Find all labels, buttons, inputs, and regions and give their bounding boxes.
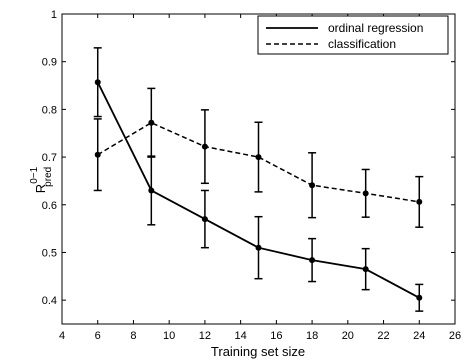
x-tick-label: 10: [163, 330, 175, 342]
x-tick-label: 6: [95, 330, 101, 342]
data-point-ordinal-regression: [94, 79, 101, 86]
data-point-ordinal-regression: [309, 257, 316, 264]
y-axis-label-base: R: [33, 184, 48, 193]
y-axis-label-sup: 0−1: [29, 166, 40, 183]
x-tick-label: 22: [377, 330, 389, 342]
data-point-ordinal-regression: [362, 266, 369, 273]
y-tick-label: 0.7: [42, 152, 57, 164]
ticks-layer: 4 6 8 10 12 14 16 18 20 22 24 26 0.4 0.5 0.6 0.7 0.8 0.9 1: [42, 9, 461, 342]
plot-area-frame: [61, 13, 456, 325]
data-point-ordinal-regression: [148, 187, 155, 194]
points-layer: [94, 79, 423, 301]
x-tick-label: 20: [342, 330, 354, 342]
legend-box: [257, 15, 449, 55]
y-tick-label: 0.5: [42, 247, 57, 259]
y-tick-label: 0.9: [42, 57, 57, 69]
data-point-classification: [362, 190, 369, 197]
errorbars-layer: [93, 47, 424, 312]
data-point-ordinal-regression: [416, 294, 423, 301]
data-point-classification: [148, 119, 155, 126]
x-tick-label: 14: [235, 330, 247, 342]
data-point-ordinal-regression: [255, 244, 262, 251]
y-tick-label: 0.8: [42, 104, 57, 116]
x-tick-label: 26: [449, 330, 461, 342]
x-tick-label: 4: [59, 330, 65, 342]
y-tick-label: 0.4: [42, 295, 57, 307]
legend-label-ordinal-regression: ordinal regression: [328, 21, 423, 35]
x-tick-label: 24: [413, 330, 425, 342]
data-point-classification: [309, 182, 316, 189]
x-tick-label: 16: [270, 330, 282, 342]
legend-label-classification: classification: [328, 37, 396, 51]
x-tick-label: 12: [199, 330, 211, 342]
data-point-classification: [201, 143, 208, 150]
data-point-classification: [94, 151, 101, 158]
y-axis-label-sub: pred: [43, 167, 54, 187]
data-point-classification: [255, 154, 262, 161]
data-point-ordinal-regression: [201, 216, 208, 223]
x-tick-label: 18: [306, 330, 318, 342]
y-axis-label: R0−1 pred: [29, 166, 54, 193]
y-tick-label: 1: [51, 9, 57, 21]
x-tick-label: 8: [130, 330, 136, 342]
legend: ordinal regression classification: [257, 15, 449, 55]
y-tick-label: 0.6: [42, 200, 57, 212]
data-point-classification: [416, 198, 423, 205]
x-axis-label: Training set size: [211, 344, 305, 359]
